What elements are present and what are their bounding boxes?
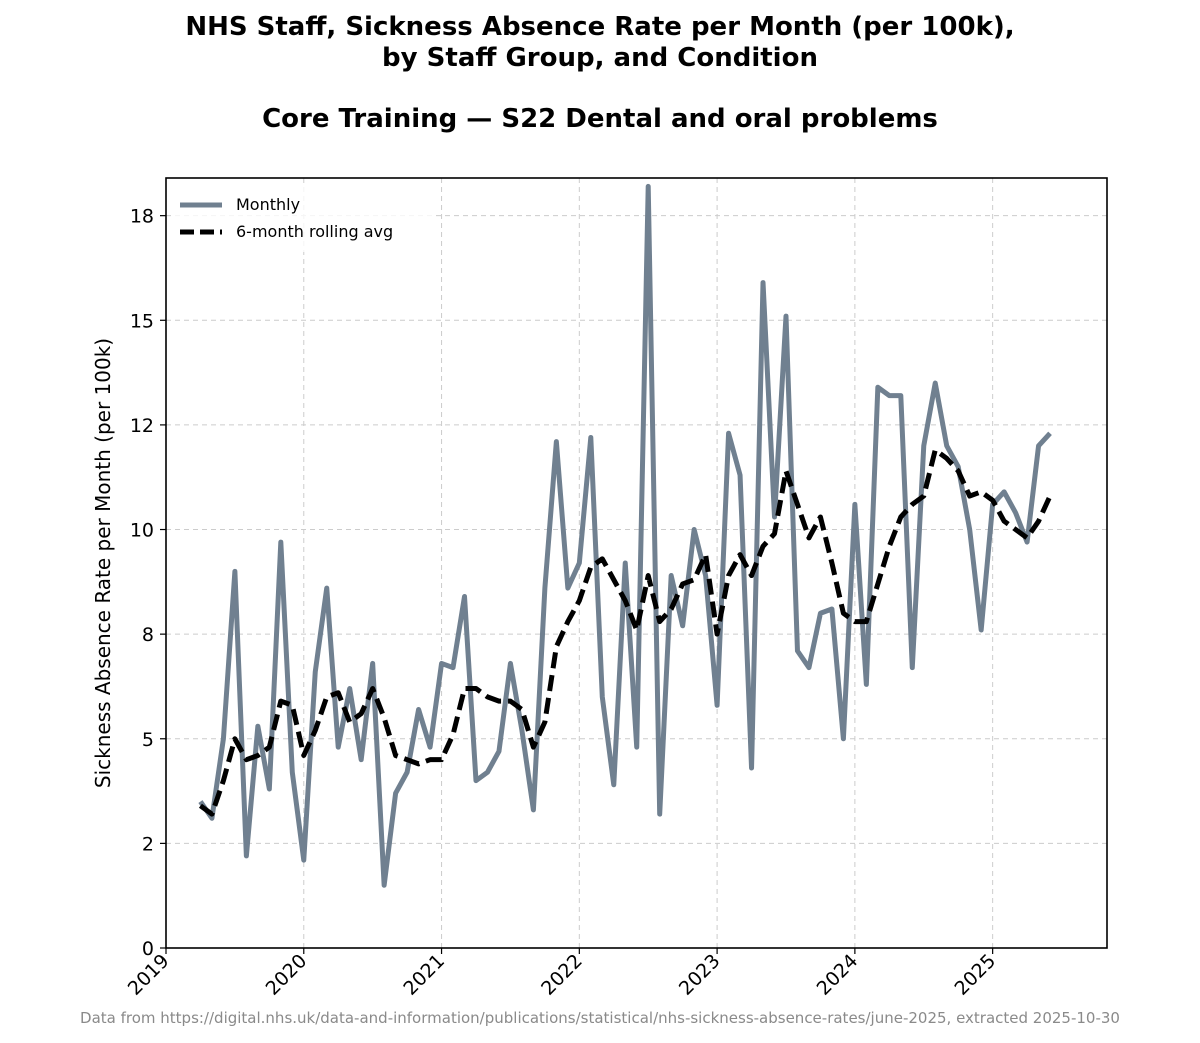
- plot-frame: [165, 177, 1108, 949]
- x-tick-label: 2022: [537, 950, 587, 1000]
- y-tick-label: 12: [130, 415, 154, 437]
- chart-title-line-1: NHS Staff, Sickness Absence Rate per Mon…: [185, 12, 1015, 42]
- legend-box: [172, 186, 434, 252]
- y-tick-label: 15: [130, 310, 154, 332]
- x-tick-label: 2024: [813, 950, 863, 1000]
- legend-label-monthly: Monthly: [236, 195, 300, 214]
- y-tick-label: 2: [142, 833, 154, 855]
- data-source-note: Data from https://digital.nhs.uk/data-an…: [80, 1009, 1120, 1027]
- y-tick-label: 18: [130, 206, 154, 228]
- y-tick-label: 8: [142, 624, 154, 646]
- legend: Monthly 6-month rolling avg: [172, 186, 434, 252]
- series-line-monthly: [198, 183, 1052, 888]
- x-tick-label: 2020: [262, 950, 312, 1000]
- y-tick-label: 10: [130, 520, 154, 542]
- y-tick-label: 0: [142, 938, 154, 960]
- x-tick-label: 2023: [675, 950, 725, 1000]
- x-tick-label: 2021: [399, 950, 449, 1000]
- y-tick-label: 5: [142, 729, 154, 751]
- x-tick-label: 2025: [950, 950, 1000, 1000]
- series-layer: [198, 183, 1053, 888]
- chart-subtitle: Core Training — S22 Dental and oral prob…: [262, 104, 938, 134]
- legend-label-rolling: 6-month rolling avg: [236, 222, 393, 241]
- chart-title-line-2: by Staff Group, and Condition: [382, 43, 818, 73]
- series-line-rolling-avg: [198, 447, 1053, 817]
- y-axis-label: Sickness Absence Rate per Month (per 100…: [91, 338, 115, 788]
